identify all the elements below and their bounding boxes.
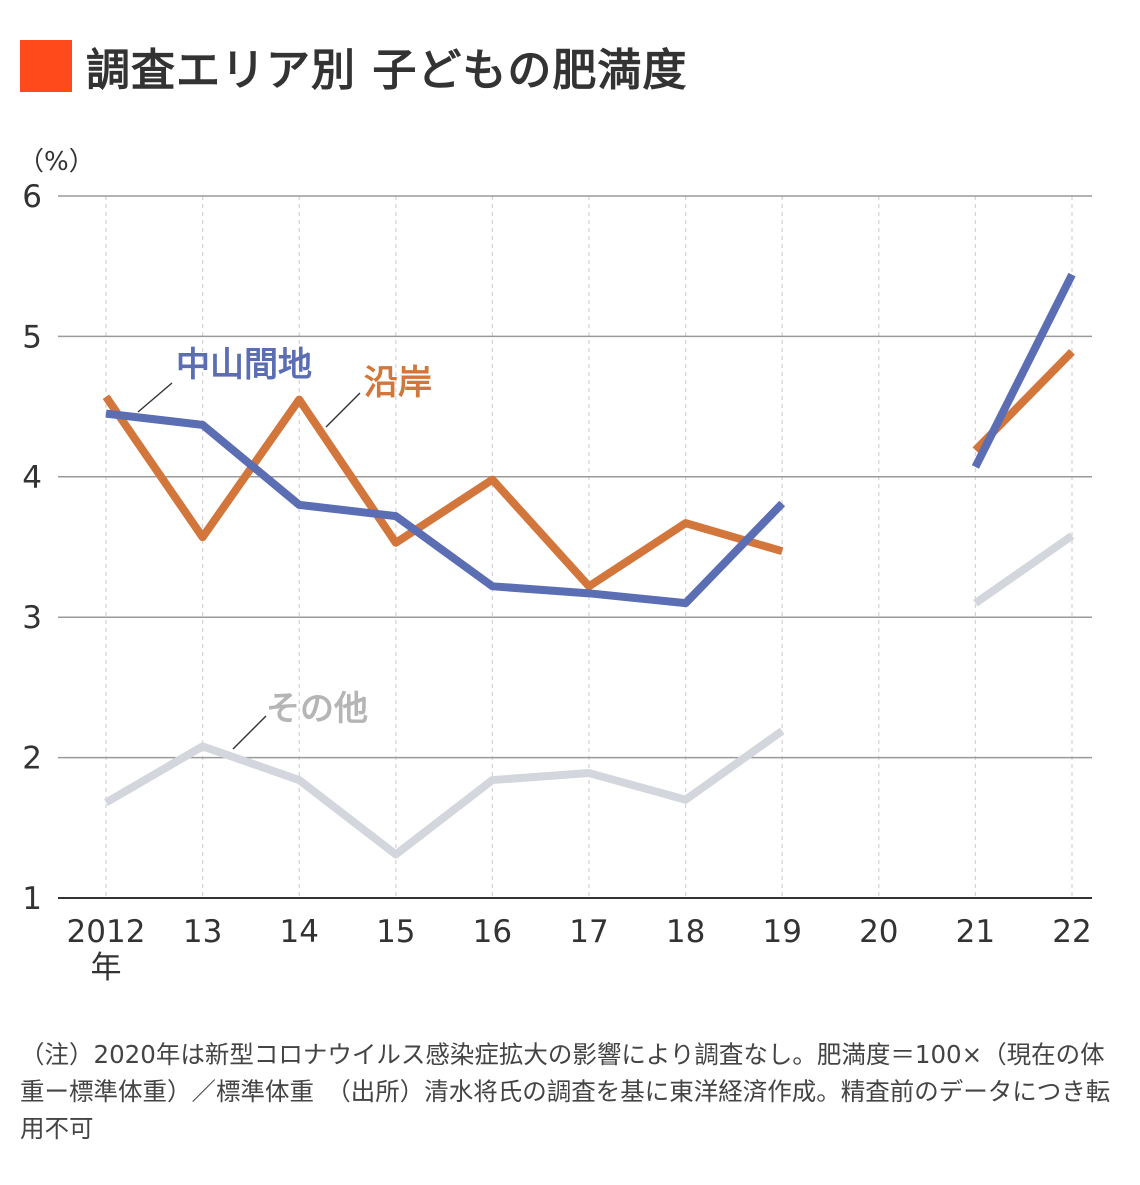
y-axis-unit: （%） xyxy=(18,147,95,177)
x-tick-label: 22 xyxy=(1052,914,1091,950)
series-line xyxy=(102,394,784,591)
chart-title-row: 調査エリア別 子どもの肥満度 xyxy=(20,38,687,96)
x-tick-label: 19 xyxy=(762,914,801,950)
horizontal-gridlines xyxy=(58,195,1092,899)
y-tick-label: 6 xyxy=(22,179,42,215)
label-leader-line xyxy=(137,382,173,413)
x-tick-label: 20 xyxy=(859,914,898,950)
line-chart: 1 2 3 4 5 6 2012 13 14 15 16 17 18 19 20 21 22 年 中山間地 沿岸そ… xyxy=(18,147,1092,986)
x-tick-label: 15 xyxy=(376,914,415,950)
series-line xyxy=(105,409,786,608)
x-axis-ticks: 2012 13 14 15 16 17 18 19 20 21 22 年 xyxy=(67,914,1092,986)
vertical-gridlines xyxy=(105,196,1073,898)
y-tick-label: 5 xyxy=(22,319,42,355)
y-tick-label: 3 xyxy=(22,600,42,636)
series-label: その他 xyxy=(266,689,368,729)
x-axis-year-suffix: 年 xyxy=(91,950,122,986)
chart-title: 調査エリア別 子どもの肥満度 xyxy=(86,45,688,96)
x-tick-label: 18 xyxy=(666,914,705,950)
y-tick-label: 2 xyxy=(22,741,42,777)
x-tick-label: 14 xyxy=(279,914,318,950)
series-line xyxy=(103,727,785,859)
y-axis-ticks: 1 2 3 4 5 6 xyxy=(22,179,42,917)
label-leader-line xyxy=(325,392,361,428)
x-tick-label: 2012 xyxy=(67,914,146,950)
label-leader-line xyxy=(232,715,267,750)
x-tick-label: 13 xyxy=(183,914,222,950)
title-marker-square xyxy=(20,40,72,92)
series-line xyxy=(973,532,1075,607)
series-label: 中山間地 xyxy=(176,345,312,385)
series-line xyxy=(971,272,1076,469)
y-tick-label: 4 xyxy=(22,460,42,496)
y-tick-label: 1 xyxy=(22,881,42,917)
series-label: 沿岸 xyxy=(364,363,432,403)
x-tick-label: 16 xyxy=(473,914,512,950)
x-tick-label: 17 xyxy=(569,914,608,950)
series-lines xyxy=(102,272,1076,859)
x-tick-label: 21 xyxy=(956,914,995,950)
footnote: （注）2020年は新型コロナウイルス感染症拡大の影響により調査なし。肥満度＝10… xyxy=(20,1040,1111,1143)
